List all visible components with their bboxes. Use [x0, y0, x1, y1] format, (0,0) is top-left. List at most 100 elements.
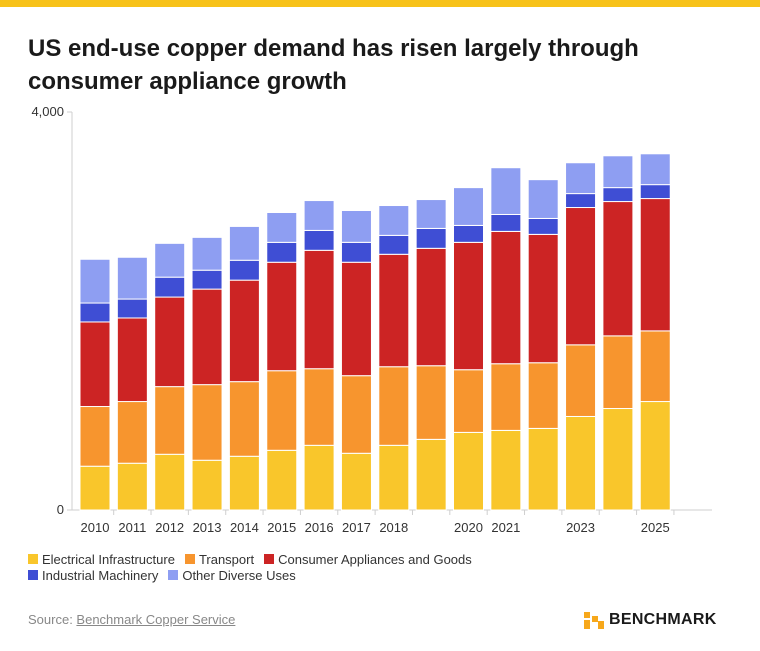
source-note: Source: Benchmark Copper Service: [28, 612, 235, 627]
bar-segment: [228, 455, 260, 511]
bar-segment: [527, 179, 559, 219]
bar-segment: [79, 302, 111, 323]
legend-item: Electrical Infrastructure: [28, 552, 175, 567]
bar-segment: [453, 431, 484, 511]
bar-segment: [191, 459, 223, 511]
legend-swatch: [28, 570, 38, 580]
bar-segment: [79, 321, 111, 408]
x-tick-label: 2020: [454, 520, 483, 535]
bar-segment: [565, 344, 597, 417]
legend-swatch: [264, 554, 275, 564]
bar-segment: [453, 224, 484, 243]
bar-segment: [453, 241, 484, 371]
bar-segment: [154, 276, 186, 298]
bar-segment: [303, 249, 335, 370]
bar-segment: [415, 247, 447, 367]
bar-segment: [378, 366, 410, 446]
bar-segment: [415, 227, 447, 249]
bar-segment: [303, 444, 335, 511]
legend-label: Consumer Appliances and Goods: [278, 551, 472, 567]
bar-segment: [527, 233, 559, 364]
bar-segment: [340, 241, 372, 263]
bar-segment: [378, 205, 410, 236]
bar-segment: [340, 261, 372, 377]
legend-label: Other Diverse Uses: [182, 567, 296, 583]
bar-segment: [602, 201, 634, 337]
legend-swatch: [28, 554, 38, 564]
bar-segment: [490, 167, 522, 215]
bar-segment: [340, 210, 372, 243]
bar-segment: [602, 408, 634, 511]
y-tick-label: 0: [57, 502, 64, 517]
benchmark-logo: BENCHMARK: [583, 610, 717, 630]
bar-segment: [378, 444, 410, 511]
legend-row: Industrial Machinery Other Diverse Uses: [28, 567, 748, 583]
x-tick-label: 2018: [379, 520, 408, 535]
bar-segment: [266, 261, 298, 372]
bar-segment: [490, 213, 522, 232]
legend-item: Consumer Appliances and Goods: [264, 552, 472, 567]
bar-segment: [191, 236, 223, 271]
x-tick-label: 2025: [641, 520, 670, 535]
bar-segment: [191, 384, 223, 461]
bar-segment: [116, 256, 148, 300]
bar-segment: [527, 217, 559, 235]
bar-segment: [565, 162, 597, 195]
bar-segment: [378, 234, 410, 255]
bar-segment: [116, 317, 148, 403]
bar-segment: [639, 153, 671, 186]
bar-segment: [527, 362, 559, 429]
source-prefix: Source:: [28, 612, 77, 627]
bar-segment: [340, 452, 372, 511]
bar-segment: [527, 427, 559, 511]
x-tick-label: 2021: [491, 520, 520, 535]
bar-segment: [79, 406, 111, 467]
bar-segment: [303, 200, 335, 231]
bar-segment: [415, 438, 447, 511]
bar-segment: [79, 258, 111, 304]
bar-segment: [490, 230, 522, 365]
bar-segment: [602, 335, 634, 410]
benchmark-logo-icon: [584, 612, 604, 629]
bar-segment: [228, 225, 260, 261]
x-tick-label: 2010: [81, 520, 110, 535]
bar-segment: [639, 184, 671, 200]
bar-segment: [154, 453, 186, 511]
bar-segment: [340, 375, 372, 454]
bar-segment: [228, 279, 260, 383]
bar-segment: [378, 253, 410, 368]
legend-item: Industrial Machinery: [28, 568, 158, 583]
y-tick-label: 4,000: [31, 104, 64, 119]
x-tick-label: 2014: [230, 520, 259, 535]
legend-item: Transport: [184, 552, 254, 567]
bar-segment: [154, 386, 186, 455]
bar-segment: [303, 229, 335, 251]
bar-segment: [639, 330, 671, 403]
chart-title: US end-use copper demand has risen large…: [28, 35, 639, 95]
legend-row: Electrical Infrastructure Transport Consum…: [28, 551, 748, 567]
legend: Electrical Infrastructure Transport Consum…: [28, 551, 748, 583]
bar-segment: [191, 269, 223, 290]
x-tick-label: 2011: [118, 520, 146, 535]
bar-segment: [266, 449, 298, 511]
bar-segment: [639, 401, 671, 511]
top-accent-bar: [0, 0, 760, 7]
x-tick-label: 2012: [155, 520, 184, 535]
bar-segment: [453, 369, 484, 433]
bar-segment: [266, 370, 298, 451]
bar-segment: [228, 381, 260, 457]
bar-segment: [116, 401, 148, 464]
x-tick-label: 2016: [305, 520, 334, 535]
legend-swatch: [168, 570, 179, 580]
x-tick-label: 2013: [193, 520, 222, 535]
bar-segment: [154, 242, 186, 278]
x-tick-label: 2015: [267, 520, 296, 535]
bar-segment: [453, 187, 484, 226]
legend-label: Electrical Infrastructure: [42, 551, 175, 567]
x-tick-label: 2023: [566, 520, 595, 535]
source-link[interactable]: Benchmark Copper Service: [76, 612, 236, 627]
legend-label: Industrial Machinery: [42, 567, 159, 583]
legend-item: Other Diverse Uses: [168, 567, 296, 583]
bar-segment: [154, 296, 186, 388]
